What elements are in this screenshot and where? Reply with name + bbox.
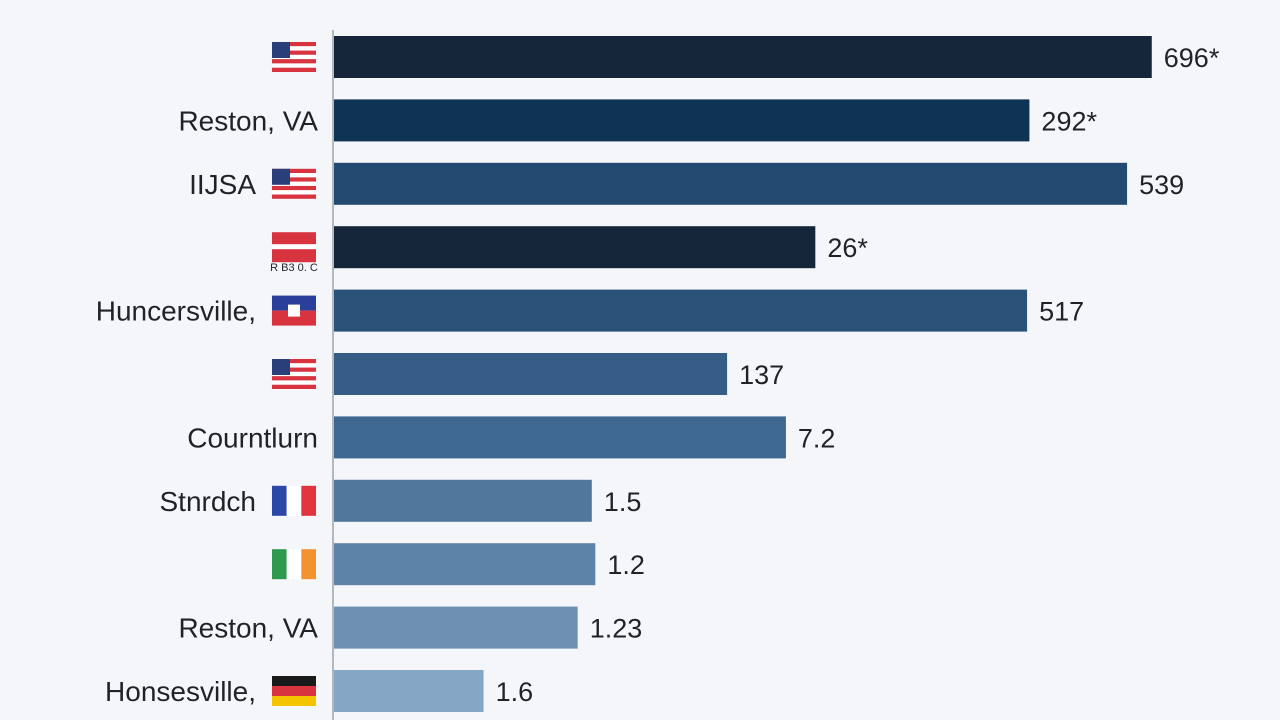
flag-stripe (272, 67, 316, 72)
flag-canton (272, 42, 290, 58)
flag-canton (272, 359, 290, 375)
flag-blue (272, 485, 287, 516)
bars-group: 696* 292* Reston, VA 539 IIJSA 26* R B3 0. C 51… (96, 36, 1220, 712)
flag-white (286, 549, 302, 580)
flag-white (286, 485, 302, 516)
flag-band (272, 244, 316, 250)
flag-stripe (272, 59, 316, 64)
france-flag (272, 485, 316, 516)
value-label: 1.2 (607, 550, 645, 580)
bar (334, 416, 786, 459)
flag-stripe (272, 42, 316, 47)
bar (334, 543, 596, 586)
bar (334, 606, 578, 649)
flag-stripe (272, 50, 316, 55)
value-label: 517 (1039, 297, 1084, 327)
ireland-flag (272, 549, 316, 580)
value-label: 7.2 (798, 423, 836, 453)
value-label: 1.23 (590, 614, 643, 644)
flag-top (272, 295, 316, 311)
value-label: 539 (1139, 170, 1184, 200)
bar (334, 479, 592, 522)
category-label: Reston, VA (178, 613, 318, 644)
value-label: 292* (1041, 106, 1097, 136)
us-flag (272, 42, 316, 72)
value-label: 1.5 (604, 487, 642, 517)
bar (334, 36, 1152, 78)
flag-green (272, 549, 287, 580)
category-label: Stnrdch (160, 486, 257, 517)
flag-stripe (272, 168, 316, 174)
flag-stripe (272, 181, 316, 186)
flag-stripe (272, 185, 316, 191)
flag-orange (301, 549, 316, 580)
category-label: IIJSA (189, 169, 256, 200)
bar (334, 162, 1128, 205)
flag-emblem (288, 304, 300, 317)
flag-stripe (272, 63, 316, 68)
flag-stripe (272, 173, 316, 178)
bar (334, 226, 816, 269)
flag-black (272, 676, 316, 686)
flag-stripe (272, 371, 316, 377)
germany-flag (272, 676, 316, 706)
bar (334, 670, 484, 712)
flag-stripe (272, 380, 316, 385)
value-label: 696* (1164, 43, 1220, 73)
flag-stripe (272, 177, 316, 182)
flag-stripe (272, 190, 316, 195)
haiti-flag (272, 295, 316, 326)
flag-red (301, 485, 316, 516)
category-label: Courntlurn (187, 422, 318, 453)
flag-stripe (272, 54, 316, 60)
us-flag (272, 168, 316, 199)
flag-stripe (272, 359, 316, 364)
flag-bottom (272, 310, 316, 326)
flag-stripe (272, 363, 316, 368)
flag-canton (272, 168, 290, 185)
bar (334, 99, 1030, 142)
flag-red (272, 686, 316, 696)
category-sublabel: R B3 0. C (270, 262, 318, 274)
category-label: Honsesville, (105, 676, 256, 707)
flag-stripe (272, 46, 316, 51)
category-label: Huncersville, (96, 296, 256, 327)
red-white-flag (272, 232, 316, 263)
flag-stripe (272, 376, 316, 381)
flag-gold (272, 696, 316, 706)
flag-stripe (272, 384, 316, 389)
flag-stripe (272, 367, 316, 372)
value-label: 137 (739, 360, 784, 390)
category-label: Reston, VA (178, 105, 318, 136)
bar (334, 353, 728, 395)
value-label: 1.6 (496, 677, 534, 707)
us-flag (272, 359, 316, 389)
flag-stripe (272, 194, 316, 199)
value-label: 26* (827, 233, 868, 263)
bar (334, 289, 1028, 332)
